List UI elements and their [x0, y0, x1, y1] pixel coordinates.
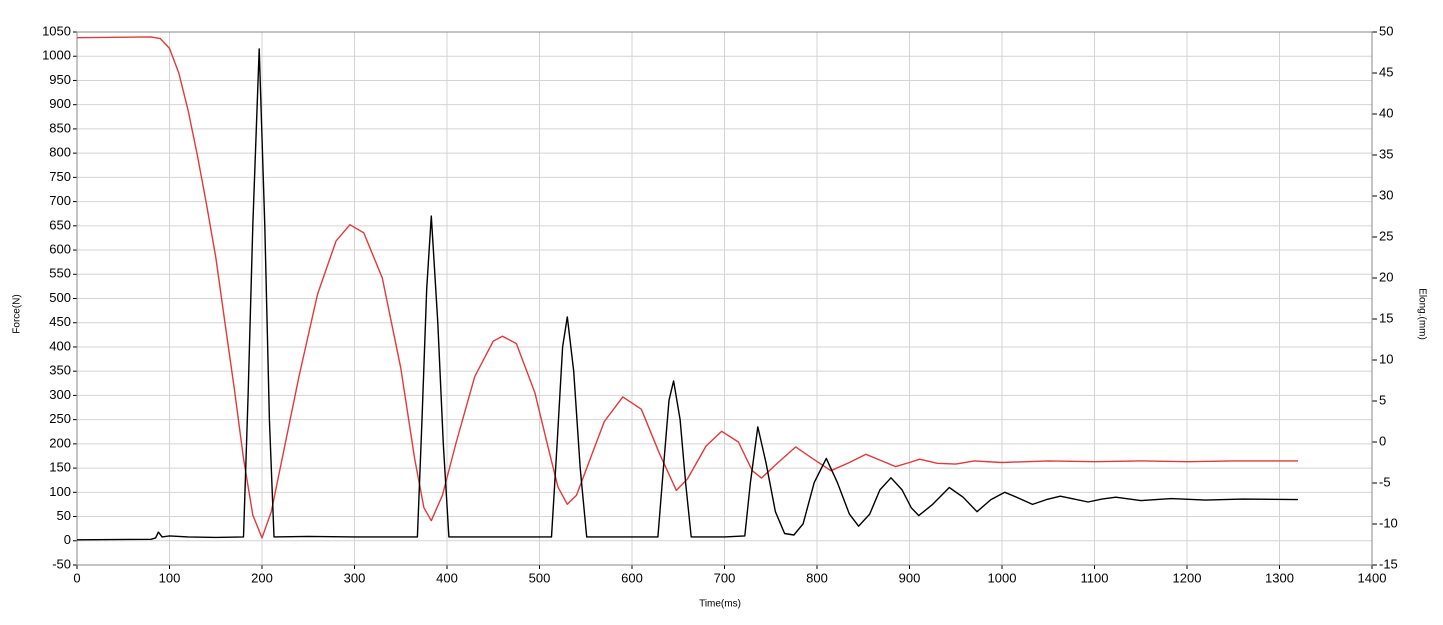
- x-tick-label: 500: [529, 570, 551, 585]
- y-axis-label: Force(N): [12, 294, 23, 333]
- y-tick-label: 350: [49, 363, 71, 378]
- y2-tick-label: 0: [1379, 433, 1386, 448]
- y2-tick-label: -10: [1379, 515, 1398, 530]
- y-tick-label: 800: [49, 145, 71, 160]
- x-tick-label: 0: [73, 570, 80, 585]
- y2-tick-label: 5: [1379, 392, 1386, 407]
- x-tick-label: 100: [159, 570, 181, 585]
- x-tick-label: 800: [806, 570, 828, 585]
- y-tick-label: 0: [64, 532, 71, 547]
- x-tick-label: 1100: [1081, 570, 1109, 585]
- y-tick-label: 1000: [42, 48, 71, 63]
- y-tick-label: 200: [49, 435, 71, 450]
- x-tick-label: 600: [621, 570, 643, 585]
- y2-tick-label: 20: [1379, 269, 1393, 284]
- x-tick-label: 700: [714, 570, 736, 585]
- x-tick-label: 1400: [1358, 570, 1387, 585]
- x-tick-label: 900: [899, 570, 921, 585]
- line-series: [76, 48, 1299, 541]
- y-tick-label: 600: [49, 241, 71, 256]
- y-tick-label: 750: [49, 169, 71, 184]
- y-tick-label: 550: [49, 266, 71, 281]
- y-tick-label: 650: [49, 217, 71, 232]
- x-tick-label: 300: [344, 570, 366, 585]
- y2-tick-label: 15: [1379, 310, 1393, 325]
- y-tick-label: 500: [49, 290, 71, 305]
- y-tick-label: 100: [49, 484, 71, 499]
- y2-tick-label: -15: [1379, 556, 1398, 571]
- x-tick-label: 1200: [1173, 570, 1202, 585]
- y-tick-label: 850: [49, 120, 71, 135]
- y2-tick-label: 30: [1379, 187, 1393, 202]
- y-tick-label: 1050: [42, 23, 71, 38]
- y2-tick-label: 35: [1379, 146, 1393, 161]
- line-series: [76, 36, 1298, 539]
- y-tick-label: 900: [49, 96, 71, 111]
- x-axis-label: Time(ms): [699, 599, 741, 610]
- y-tick-label: 700: [49, 193, 71, 208]
- y-tick-label: 450: [49, 314, 71, 329]
- y-tick-label: 50: [57, 508, 71, 523]
- y2-tick-label: 25: [1379, 228, 1393, 243]
- x-tick-label: 200: [251, 570, 273, 585]
- y-tick-label: 400: [49, 338, 71, 353]
- y2-tick-label: 40: [1379, 105, 1393, 120]
- y2-tick-label: 50: [1379, 23, 1393, 38]
- y2-tick-label: 10: [1379, 351, 1393, 366]
- y-tick-label: 250: [49, 411, 71, 426]
- y2-axis-label: Elong.(mm): [1416, 288, 1427, 340]
- x-tick-label: 400: [436, 570, 458, 585]
- x-tick-label: 1300: [1265, 570, 1294, 585]
- plot-frame: [76, 31, 1373, 566]
- y-tick-label: 150: [49, 460, 71, 475]
- y-tick-label: 300: [49, 387, 71, 402]
- x-tick-label: 1000: [988, 570, 1017, 585]
- y2-tick-label: -5: [1379, 474, 1391, 489]
- y-tick-label: -50: [52, 556, 71, 571]
- y2-tick-label: 45: [1379, 64, 1393, 79]
- y-tick-label: 950: [49, 72, 71, 87]
